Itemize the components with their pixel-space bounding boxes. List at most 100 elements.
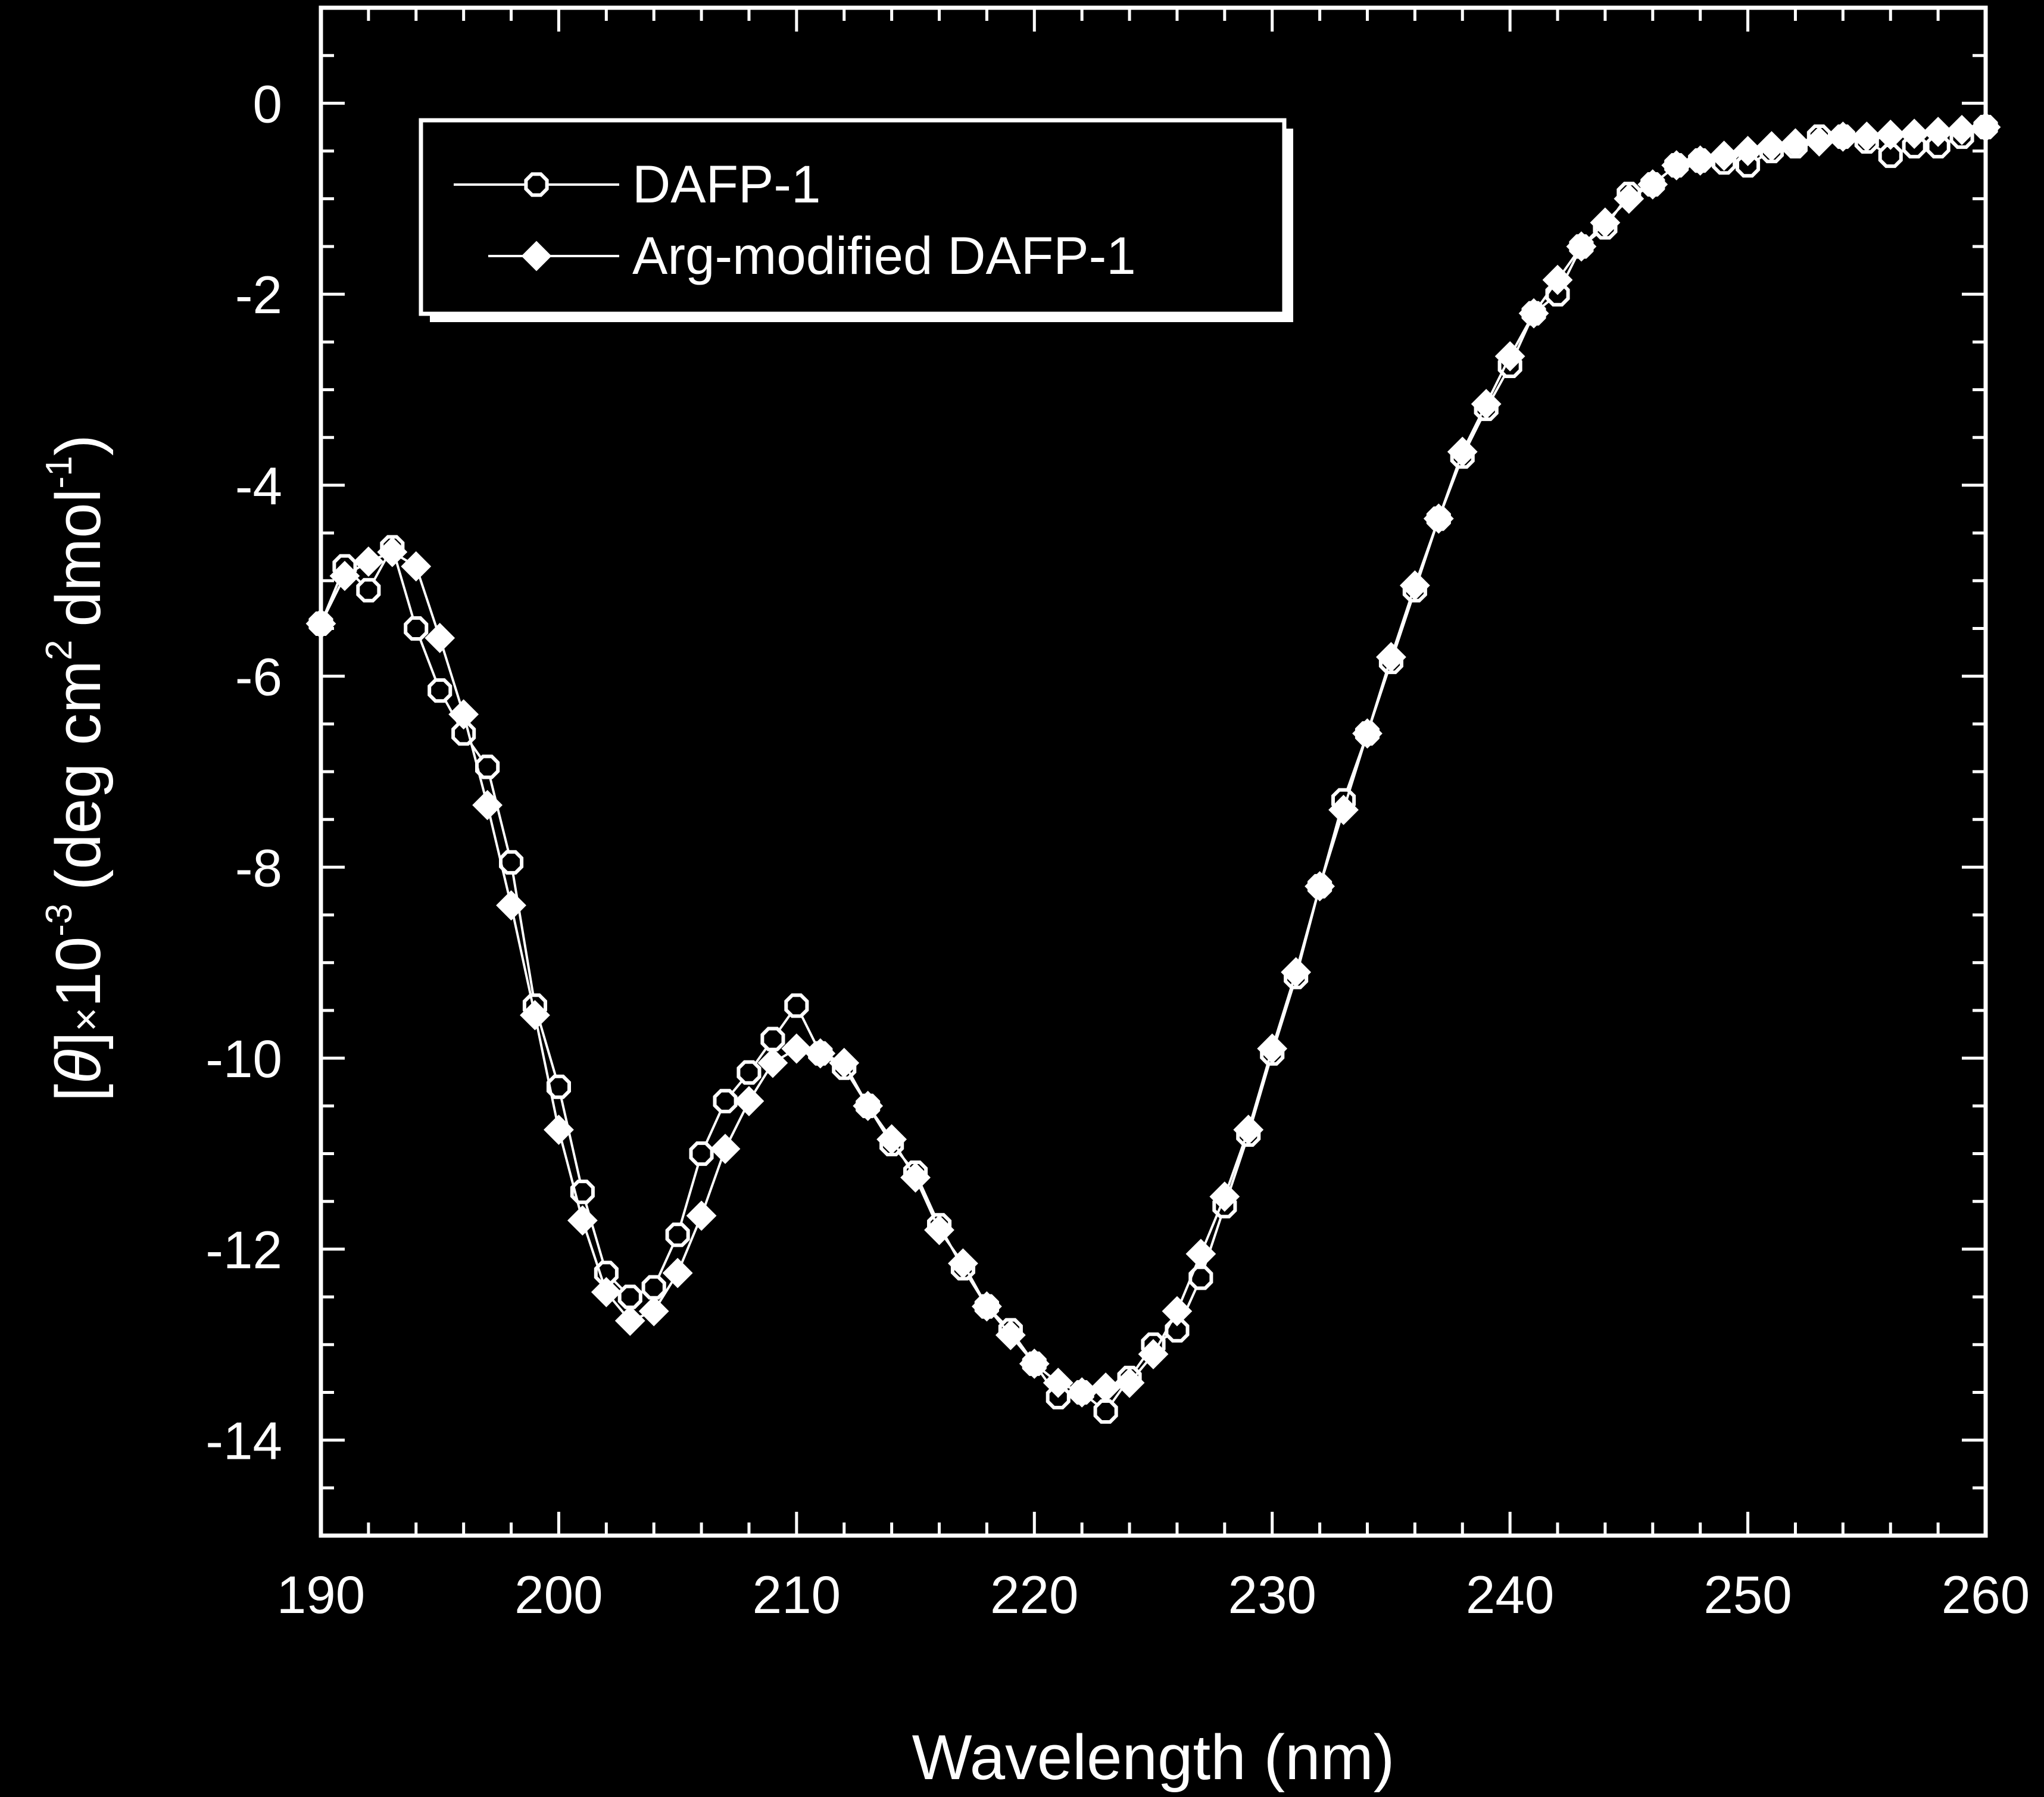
data-point-filled-diamond xyxy=(805,1038,836,1069)
data-point-open-circle xyxy=(617,1284,642,1309)
x-tick-label: 220 xyxy=(990,1565,1079,1624)
data-point-filled-diamond xyxy=(1756,131,1787,161)
y-tick-label: 0 xyxy=(253,74,283,133)
plot-frame xyxy=(319,5,1988,1538)
x-axis-title: Wavelength (nm) xyxy=(912,1721,1395,1793)
y-axis-title-base: 10 xyxy=(42,937,114,1007)
tick-labels: 190 200 210 220 230 240 250 260 0 -2 -4 -6 -8 -10 -12 -… xyxy=(205,74,2030,1624)
data-point-filled-diamond xyxy=(520,1000,550,1031)
data-point-filled-diamond xyxy=(1899,118,1930,149)
data-point-filled-diamond xyxy=(1851,121,1882,152)
data-point-filled-diamond xyxy=(1162,1296,1193,1327)
data-point-filled-diamond xyxy=(496,890,526,921)
data-point-filled-diamond xyxy=(1637,169,1668,200)
data-point-open-circle xyxy=(641,1275,666,1300)
y-axis-title-unit-mid: dmol xyxy=(42,489,114,627)
y-tick-label: -14 xyxy=(205,1411,282,1471)
y-axis-title: [θ]×10-3 (deg cm2 dmol-1) xyxy=(39,435,114,1102)
data-point-open-circle xyxy=(665,1222,690,1247)
data-point-filled-diamond xyxy=(1875,119,1906,150)
data-point-filled-diamond xyxy=(1233,1114,1264,1145)
data-point-open-circle xyxy=(1188,1265,1213,1290)
data-point-filled-diamond xyxy=(948,1248,978,1279)
data-point-filled-diamond xyxy=(900,1162,931,1193)
x-tick-label: 250 xyxy=(1703,1565,1792,1624)
data-point-filled-diamond xyxy=(1281,957,1312,988)
data-point-filled-diamond xyxy=(1185,1238,1216,1269)
data-point-filled-diamond xyxy=(1471,389,1502,419)
data-point-filled-diamond xyxy=(1043,1367,1074,1398)
x-tick-label: 230 xyxy=(1228,1565,1316,1624)
data-point-filled-diamond xyxy=(1352,718,1383,749)
data-point-filled-diamond xyxy=(1518,298,1549,329)
data-point-filled-diamond xyxy=(1209,1181,1240,1212)
data-point-filled-diamond xyxy=(662,1258,693,1289)
data-point-filled-diamond xyxy=(1946,114,1977,145)
y-tick-label: -8 xyxy=(235,838,282,897)
legend-box xyxy=(419,118,1287,316)
data-point-filled-diamond xyxy=(1328,794,1359,825)
data-point-filled-diamond xyxy=(638,1296,669,1327)
y-tick-label: -4 xyxy=(235,456,282,516)
data-point-filled-diamond xyxy=(1305,871,1335,901)
data-point-filled-diamond xyxy=(1780,128,1811,159)
x-tick-label: 260 xyxy=(1942,1565,2030,1624)
data-point-open-circle xyxy=(404,616,429,641)
data-point-open-circle xyxy=(356,578,381,603)
x-tick-label: 200 xyxy=(514,1565,603,1624)
data-point-filled-diamond xyxy=(734,1085,764,1116)
data-point-filled-diamond xyxy=(448,699,479,730)
data-point-filled-diamond xyxy=(1827,121,1858,152)
legend-label-arg-modified-dafp-1: Arg-modified DAFP-1 xyxy=(632,226,1136,285)
data-point-filled-diamond xyxy=(1257,1033,1288,1064)
y-tick-label: -10 xyxy=(205,1029,282,1088)
y-axis-title-dmol-exponent: -1 xyxy=(39,456,80,488)
data-point-filled-diamond xyxy=(710,1134,741,1164)
data-point-filled-diamond xyxy=(1423,503,1454,534)
y-axis-title-symbol: θ xyxy=(42,1049,114,1084)
y-tick-label: -6 xyxy=(235,647,282,707)
y-tick-label: -12 xyxy=(205,1220,282,1280)
data-point-filled-diamond xyxy=(567,1205,598,1236)
legend-marker-open-circle xyxy=(524,172,549,197)
data-point-filled-diamond xyxy=(329,560,360,591)
x-tick-label: 190 xyxy=(277,1565,366,1624)
data-point-open-circle xyxy=(713,1088,738,1113)
y-tick-label: -2 xyxy=(235,265,282,325)
data-point-filled-diamond xyxy=(425,623,455,653)
data-point-filled-diamond xyxy=(1019,1348,1050,1379)
data-point-filled-diamond xyxy=(971,1291,1002,1322)
legend-item-arg-modified-dafp-1: Arg-modified DAFP-1 xyxy=(488,226,1136,285)
legend-label-dafp-1: DAFP-1 xyxy=(632,154,821,214)
data-point-filled-diamond xyxy=(853,1090,884,1121)
y-axis-title-times: × xyxy=(63,1007,109,1032)
data-point-filled-diamond xyxy=(1114,1367,1145,1398)
data-point-open-circle xyxy=(427,678,453,703)
x-tick-label: 240 xyxy=(1466,1565,1555,1624)
data-point-open-circle xyxy=(760,1027,785,1052)
data-point-filled-diamond xyxy=(377,536,408,567)
y-axis-title-exponent: -3 xyxy=(39,904,80,937)
data-point-open-circle xyxy=(1878,143,1903,169)
data-point-filled-diamond xyxy=(1923,117,1953,147)
data-point-filled-diamond xyxy=(1542,264,1573,295)
data-point-filled-diamond xyxy=(829,1047,860,1078)
data-point-filled-diamond xyxy=(1590,207,1621,238)
data-point-filled-diamond xyxy=(1138,1339,1169,1369)
data-point-filled-diamond xyxy=(353,546,384,577)
data-point-filled-diamond xyxy=(781,1033,812,1064)
data-point-filled-diamond xyxy=(591,1277,622,1308)
data-point-filled-diamond xyxy=(1494,341,1525,372)
data-series xyxy=(305,112,2001,1424)
data-point-filled-diamond xyxy=(1399,570,1430,601)
x-tick-label: 210 xyxy=(753,1565,841,1624)
data-point-open-circle xyxy=(1093,1399,1118,1424)
data-point-open-circle xyxy=(737,1060,762,1085)
data-point-filled-diamond xyxy=(472,790,503,820)
data-point-filled-diamond xyxy=(1376,642,1406,672)
data-point-filled-diamond xyxy=(995,1319,1026,1350)
series-arg-modified-dafp-1 xyxy=(305,112,2001,1408)
data-point-open-circle xyxy=(689,1141,714,1166)
y-axis-title-unit-close: ) xyxy=(42,435,114,456)
